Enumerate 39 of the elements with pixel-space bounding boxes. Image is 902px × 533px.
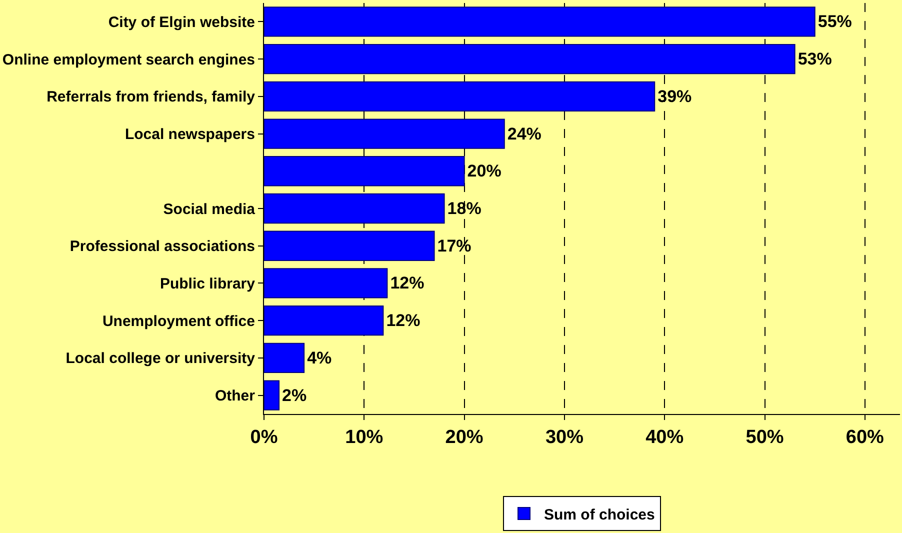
x-tick-label: 40%	[646, 426, 684, 448]
y-tick-label: Other	[214, 388, 256, 405]
y-tick-label: City of Elgin website	[108, 14, 255, 31]
bar	[264, 342, 305, 374]
y-tick-label: Local newspapers	[124, 126, 255, 144]
bar	[264, 268, 388, 298]
data-label: 17%	[437, 236, 472, 256]
x-tick-label: 30%	[545, 426, 584, 448]
data-label: 24%	[507, 124, 542, 144]
y-tick-label: Professional associations	[70, 238, 255, 256]
bar	[264, 380, 280, 410]
bar	[264, 6, 816, 37]
bar	[264, 306, 384, 336]
y-tick-label: Local college or university	[66, 350, 256, 368]
data-label: 2%	[282, 386, 307, 405]
x-tick-label: 50%	[746, 426, 784, 448]
x-tick-label: 60%	[846, 426, 884, 448]
y-tick-label: Unemployment office	[102, 312, 255, 330]
data-label: 55%	[818, 12, 852, 32]
x-tick-label: 20%	[445, 426, 484, 448]
x-tick-label: 10%	[345, 426, 384, 448]
data-label: 12%	[386, 311, 420, 330]
x-tick-label: 0%	[250, 426, 278, 448]
data-label: 12%	[390, 274, 424, 293]
data-label: 53%	[798, 50, 832, 69]
legend-label: Sum of choices	[544, 506, 655, 524]
y-tick-label: Social media	[163, 200, 256, 218]
bar	[264, 118, 505, 149]
bar	[264, 81, 656, 112]
data-label: 20%	[467, 162, 502, 181]
bar	[264, 230, 435, 261]
bar	[264, 156, 465, 186]
y-tick-label: Online employment search engines	[2, 51, 255, 68]
data-label: 4%	[307, 348, 332, 368]
y-tick-label: Public library	[160, 275, 256, 292]
bar	[264, 44, 796, 74]
bar	[264, 193, 445, 224]
y-tick-label: Referrals from friends, family	[46, 88, 256, 106]
data-label: 18%	[447, 199, 482, 218]
